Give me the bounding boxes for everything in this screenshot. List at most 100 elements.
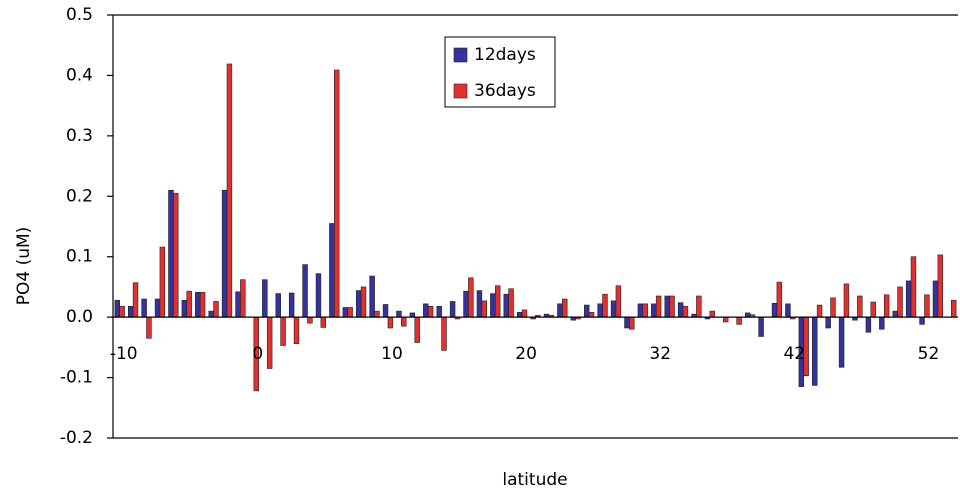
y-tick-label: 0.3	[66, 126, 93, 146]
bar	[651, 303, 657, 318]
y-tick-label: 0.2	[66, 186, 93, 206]
bar	[950, 299, 957, 318]
bar	[168, 189, 174, 318]
bar	[387, 316, 394, 329]
bar	[722, 316, 729, 323]
bar	[521, 309, 528, 318]
bar	[449, 301, 456, 318]
x-tick-label: 42	[784, 344, 806, 364]
y-axis-label: PO4 (uM)	[14, 227, 34, 306]
bar	[736, 316, 742, 325]
bar	[476, 290, 483, 318]
legend-label: 36days	[474, 81, 536, 101]
bar	[221, 189, 228, 318]
bar	[262, 279, 268, 318]
bar	[199, 292, 206, 318]
bar	[401, 316, 407, 327]
bar	[865, 316, 872, 333]
bar	[374, 310, 380, 318]
bar	[240, 279, 246, 318]
bar	[463, 290, 469, 318]
x-tick-label: 10	[381, 344, 403, 364]
bar	[369, 275, 375, 318]
bar	[870, 301, 876, 318]
bar	[597, 303, 603, 318]
bar	[154, 298, 161, 318]
bar	[266, 316, 273, 369]
bar	[119, 305, 125, 318]
bar	[146, 316, 152, 339]
bar	[816, 304, 823, 318]
bar	[677, 302, 684, 318]
bar	[423, 303, 429, 318]
bar	[932, 280, 939, 318]
bar	[602, 293, 608, 318]
legend-swatch	[453, 47, 468, 63]
bar	[937, 254, 944, 318]
bar	[396, 310, 402, 318]
bar	[629, 316, 635, 330]
bar	[709, 310, 715, 318]
x-tick-label: -10	[110, 344, 138, 364]
bar	[226, 63, 233, 318]
x-tick-label: 52	[918, 344, 940, 364]
x-axis-label: latitude	[502, 470, 567, 490]
bar	[879, 316, 885, 330]
bar	[307, 316, 313, 324]
bar	[302, 264, 308, 318]
bar	[334, 69, 340, 318]
bar	[441, 316, 447, 351]
bar	[669, 295, 675, 318]
bar	[588, 312, 595, 318]
bar	[213, 301, 219, 318]
y-tick-label: -0.2	[60, 428, 93, 448]
bar	[905, 280, 912, 318]
bar	[610, 300, 617, 318]
bar	[838, 316, 845, 368]
bar	[910, 256, 917, 318]
legend-swatch	[453, 83, 468, 99]
bar	[785, 303, 791, 318]
bar	[624, 316, 630, 329]
bar	[132, 282, 139, 318]
bar	[682, 305, 689, 318]
bar	[481, 300, 487, 318]
bar	[758, 316, 764, 337]
bar	[655, 295, 662, 318]
bar	[494, 285, 501, 318]
bar	[696, 295, 702, 318]
bar	[615, 285, 622, 318]
bar	[584, 304, 590, 318]
bar	[127, 305, 134, 318]
x-tick-label: 20	[515, 344, 537, 364]
bar	[919, 316, 925, 325]
bar	[342, 307, 349, 318]
bar	[235, 291, 241, 318]
bar	[637, 303, 644, 318]
bar	[293, 316, 300, 345]
bar	[557, 303, 563, 318]
y-tick-label: 0.4	[66, 65, 93, 85]
bar	[812, 316, 818, 386]
bar	[776, 281, 783, 318]
bar	[159, 246, 166, 318]
bar	[186, 290, 192, 318]
bar	[360, 286, 367, 318]
bar	[642, 303, 648, 318]
bar	[897, 286, 903, 318]
bar	[771, 302, 778, 318]
bar	[892, 310, 898, 318]
bar	[503, 293, 509, 318]
bar	[843, 283, 850, 318]
bar	[562, 298, 568, 318]
bar	[320, 316, 327, 328]
bar	[436, 305, 442, 318]
bar	[409, 312, 416, 318]
bar	[830, 297, 836, 318]
bar	[664, 295, 670, 318]
bar	[315, 273, 322, 318]
y-tick-label: 0.1	[66, 247, 93, 267]
bar	[883, 294, 890, 318]
bar	[427, 305, 434, 318]
